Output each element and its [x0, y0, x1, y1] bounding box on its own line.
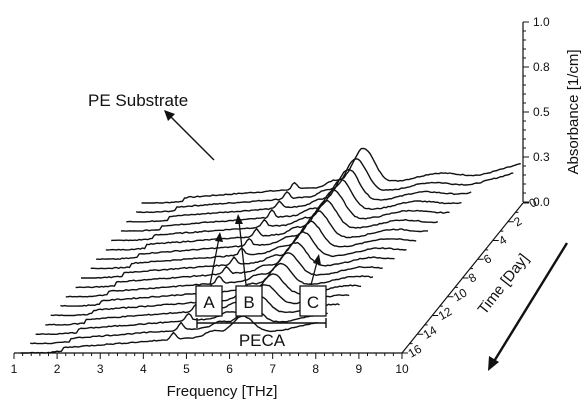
spectrum-line-day-2: [126, 168, 472, 223]
frequency-axis: 1 2 3 4 5 6 7 8 9 10 Frequency [THz]: [11, 352, 409, 400]
pe-substrate-pointer: [169, 115, 215, 161]
peca-annotation: PECA: [196, 318, 327, 350]
frequency-tick-label-1: 1: [11, 362, 18, 376]
time-axis-title: Time [Day]: [475, 251, 533, 318]
frequency-tick-label-3: 3: [97, 362, 104, 376]
peak-c-marker: C: [299, 254, 327, 317]
time-tick-label-8: 8: [466, 270, 479, 286]
absorbance-axis: 0.0 0.3 0.5 0.8 1.0 Absorbance [1/cm]: [522, 15, 582, 209]
frequency-tick-label-8: 8: [312, 362, 319, 376]
time-direction-arrow: [491, 242, 569, 364]
frequency-tick-label-9: 9: [356, 362, 363, 376]
absorbance-tick-label-0.3: 0.3: [533, 150, 550, 164]
frequency-tick-label-5: 5: [183, 362, 190, 376]
peak-b-box: [235, 285, 263, 317]
frequency-tick-label-10: 10: [395, 362, 409, 376]
peak-c-label: C: [307, 293, 319, 312]
time-tick-label-16: 16: [406, 342, 425, 361]
peak-a-pointer: [209, 237, 220, 286]
peak-a-arrowhead: [215, 232, 223, 242]
absorbance-tick-label-0.5: 0.5: [533, 105, 550, 119]
spectrum-line-day-1: [135, 158, 514, 214]
peak-a-label: A: [203, 293, 215, 312]
pe-substrate-arrowhead: [164, 110, 175, 121]
time-tick-label-14: 14: [421, 323, 440, 342]
spectrum-line-day-10: [65, 252, 383, 298]
peak-b-marker: B: [235, 214, 263, 317]
peak-b-pointer: [238, 220, 247, 286]
spectrum-line-day-8: [81, 231, 407, 279]
time-tick-label-6: 6: [481, 251, 494, 267]
time-direction-arrowhead: [488, 356, 499, 371]
time-tick-label-10: 10: [451, 285, 470, 304]
peak-c-arrowhead: [313, 254, 321, 265]
frequency-tick-label-2: 2: [54, 362, 61, 376]
absorbance-axis-ticks: 0.0 0.3 0.5 0.8 1.0: [523, 15, 550, 209]
spectrum-line-day-7: [90, 220, 417, 270]
peak-b-label: B: [243, 293, 254, 312]
spectrum-line-day-15: [30, 305, 328, 345]
absorbance-axis-title: Absorbance [1/cm]: [565, 49, 582, 174]
frequency-axis-title: Frequency [THz]: [167, 383, 278, 400]
peak-a-box: [195, 285, 223, 317]
peak-c-box: [299, 285, 327, 317]
spectrum-line-day-14: [35, 294, 340, 335]
absorbance-tick-label-0.0: 0.0: [533, 195, 550, 209]
frequency-axis-ticks: 1 2 3 4 5 6 7 8 9 10: [11, 353, 409, 376]
spectrum-line-day-4: [111, 189, 450, 242]
spectrum-line-day-0: [141, 147, 521, 204]
frequency-tick-label-6: 6: [226, 362, 233, 376]
time-tick-label-4: 4: [496, 232, 509, 248]
spectrum-line-day-9: [75, 241, 395, 289]
pe-substrate-annotation: PE Substrate: [88, 91, 215, 161]
absorbance-tick-label-1.0: 1.0: [533, 15, 550, 29]
peca-label: PECA: [239, 331, 286, 350]
spectrum-line-day-5: [105, 200, 439, 251]
peak-a-marker: A: [195, 232, 223, 317]
time-tick-label-12: 12: [436, 304, 455, 323]
frequency-tick-label-7: 7: [269, 362, 276, 376]
frequency-tick-label-4: 4: [140, 362, 147, 376]
pe-substrate-label: PE Substrate: [88, 91, 188, 110]
time-tick-label-2: 2: [511, 214, 524, 230]
peak-c-pointer: [310, 261, 318, 286]
absorbance-tick-label-0.8: 0.8: [533, 60, 550, 74]
spectrum-line-day-3: [120, 178, 462, 232]
spectrum-line-day-16: [20, 315, 318, 354]
peak-b-arrowhead: [235, 214, 243, 224]
spectrum-line-day-6: [96, 210, 428, 260]
